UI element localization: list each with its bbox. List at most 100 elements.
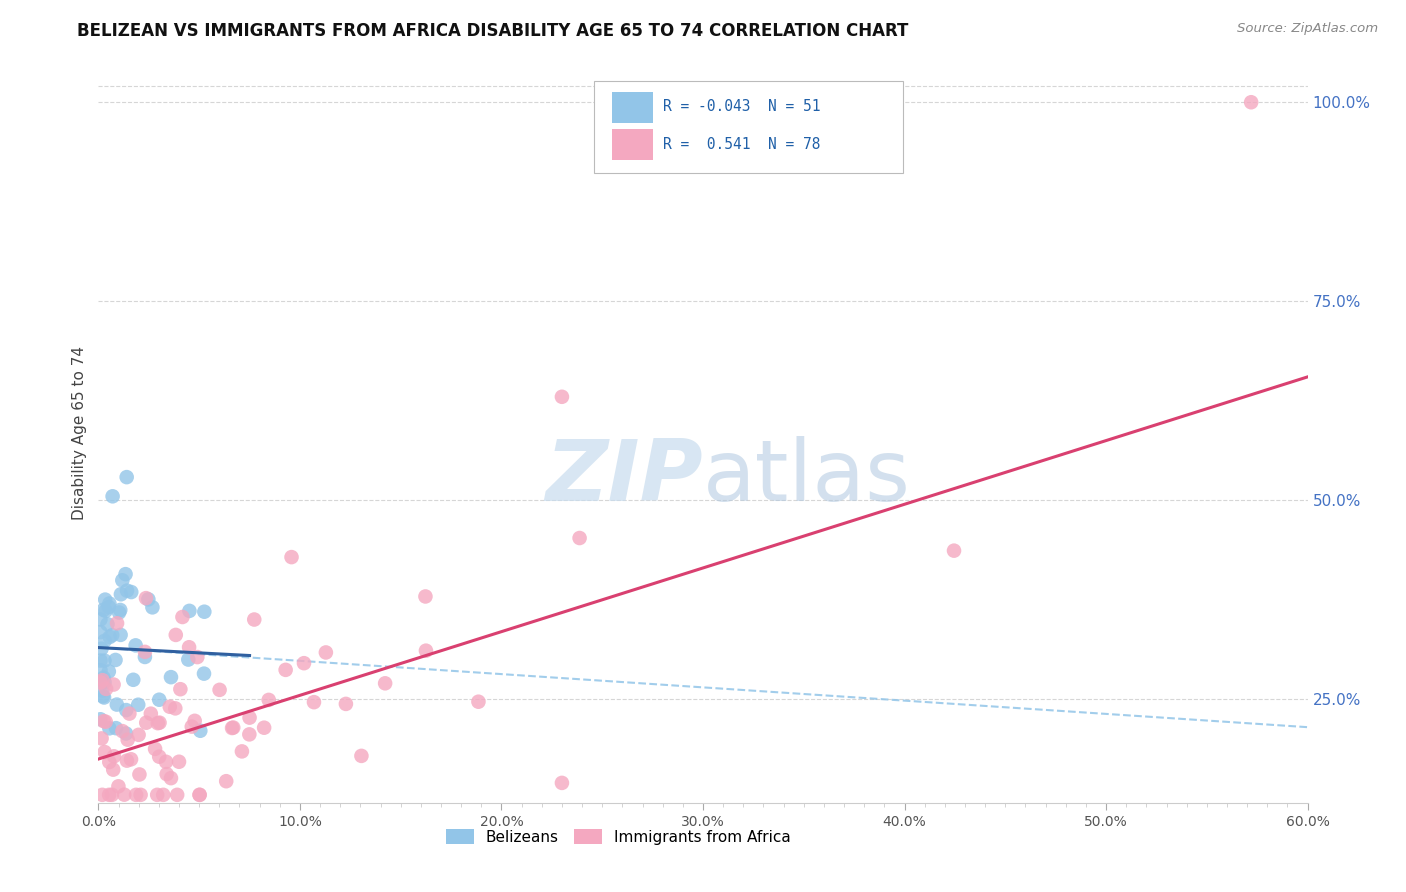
Point <box>91 673 114 688</box>
Point <box>135 715 157 730</box>
Point <box>101 489 124 503</box>
Point <box>94 714 117 729</box>
Text: atlas: atlas <box>703 435 911 518</box>
Point <box>96 617 118 632</box>
Point <box>94 681 117 696</box>
Point <box>129 788 152 802</box>
Point <box>215 774 238 789</box>
Point <box>89 612 111 626</box>
Point <box>93 714 115 728</box>
Point <box>94 592 117 607</box>
Point <box>134 645 156 659</box>
Point <box>115 583 138 598</box>
Point <box>93 675 115 690</box>
Point <box>183 714 205 728</box>
Point <box>128 728 150 742</box>
Point <box>128 767 150 781</box>
Point <box>93 603 115 617</box>
Point <box>280 550 302 565</box>
Point <box>148 715 170 730</box>
Point <box>103 677 125 691</box>
Point <box>172 610 194 624</box>
Point <box>302 695 325 709</box>
Point <box>93 671 115 685</box>
Point <box>97 665 120 679</box>
Point <box>98 597 121 611</box>
Point <box>188 788 211 802</box>
Point <box>179 604 201 618</box>
Point <box>350 748 373 763</box>
Point <box>118 706 141 721</box>
Point <box>169 682 191 697</box>
Point <box>93 690 115 705</box>
Text: BELIZEAN VS IMMIGRANTS FROM AFRICA DISABILITY AGE 65 TO 74 CORRELATION CHART: BELIZEAN VS IMMIGRANTS FROM AFRICA DISAB… <box>77 22 908 40</box>
Point <box>138 592 160 607</box>
Point <box>112 788 135 802</box>
Point <box>124 639 146 653</box>
Point <box>134 650 156 665</box>
Point <box>415 643 437 657</box>
Point <box>93 633 115 648</box>
Point <box>943 543 966 558</box>
Point <box>120 752 142 766</box>
Point <box>110 628 132 642</box>
Point <box>238 727 260 741</box>
Text: ZIP: ZIP <box>546 435 703 518</box>
Point <box>110 603 132 617</box>
Text: Source: ZipAtlas.com: Source: ZipAtlas.com <box>1237 22 1378 36</box>
Point <box>89 712 111 726</box>
Point <box>551 776 574 790</box>
Point <box>91 683 114 698</box>
Point <box>222 721 245 735</box>
Legend: Belizeans, Immigrants from Africa: Belizeans, Immigrants from Africa <box>440 822 797 851</box>
Point <box>146 788 169 802</box>
Point <box>180 720 202 734</box>
Point <box>274 663 297 677</box>
Point <box>159 699 181 714</box>
Point <box>1240 95 1263 110</box>
Point <box>111 724 134 739</box>
Point <box>152 788 174 802</box>
Point <box>156 767 179 781</box>
Point <box>335 697 357 711</box>
Point <box>135 591 157 606</box>
Point <box>166 788 188 802</box>
Point <box>115 754 138 768</box>
Point <box>315 645 337 659</box>
Point <box>98 630 121 644</box>
Point <box>139 706 162 721</box>
FancyBboxPatch shape <box>613 92 654 123</box>
Point <box>90 731 112 746</box>
Point <box>167 755 190 769</box>
Point <box>148 692 170 706</box>
Point <box>101 788 124 802</box>
Point <box>93 654 115 668</box>
Point <box>253 721 276 735</box>
Point <box>177 640 200 655</box>
Point <box>115 703 138 717</box>
Point <box>101 628 124 642</box>
Point <box>208 682 231 697</box>
FancyBboxPatch shape <box>613 129 654 161</box>
Point <box>105 616 128 631</box>
Point <box>221 721 243 735</box>
Point <box>160 771 183 785</box>
Y-axis label: Disability Age 65 to 74: Disability Age 65 to 74 <box>72 345 87 520</box>
Point <box>104 721 127 735</box>
Point <box>103 763 125 777</box>
Point <box>374 676 396 690</box>
Point <box>111 574 134 588</box>
Point <box>108 606 131 620</box>
Point <box>188 788 211 802</box>
Point <box>127 698 149 712</box>
Point <box>114 567 136 582</box>
Point <box>103 749 125 764</box>
Text: R =  0.541  N = 78: R = 0.541 N = 78 <box>664 137 821 153</box>
Point <box>107 780 129 794</box>
Point <box>568 531 591 545</box>
Point <box>193 666 215 681</box>
Point <box>467 695 489 709</box>
Point <box>98 755 121 769</box>
Point <box>177 652 200 666</box>
Point <box>89 625 111 640</box>
